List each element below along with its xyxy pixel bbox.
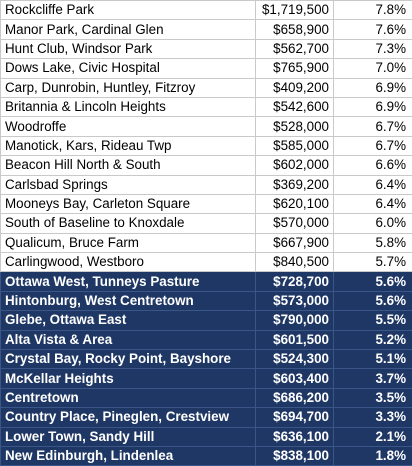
price-cell[interactable]: $524,300 [256, 350, 334, 369]
percent-cell[interactable]: 5.1% [334, 350, 412, 369]
neighbourhood-cell[interactable]: Country Place, Pineglen, Crestview [1, 408, 256, 427]
highlighted-table-row: Hintonburg, West Centretown $573,000 5.6… [1, 291, 412, 310]
highlighted-table-row: Ottawa West, Tunneys Pasture $728,700 5.… [1, 272, 412, 291]
price-cell[interactable]: $686,200 [256, 388, 334, 407]
percent-cell[interactable]: 7.8% [334, 1, 412, 20]
highlighted-table-row: Alta Vista & Area $601,500 5.2% [1, 330, 412, 349]
highlighted-table-row: Crystal Bay, Rocky Point, Bayshore $524,… [1, 350, 412, 369]
percent-cell[interactable]: 5.6% [334, 291, 412, 310]
percent-cell[interactable]: 5.8% [334, 233, 412, 252]
price-cell[interactable]: $658,900 [256, 20, 334, 39]
neighbourhood-cell[interactable]: Beacon Hill North & South [1, 156, 256, 175]
neighbourhood-cell[interactable]: Lower Town, Sandy Hill [1, 427, 256, 446]
percent-cell[interactable]: 6.0% [334, 214, 412, 233]
neighbourhood-cell[interactable]: Carlsbad Springs [1, 175, 256, 194]
neighbourhood-cell[interactable]: Qualicum, Bruce Farm [1, 233, 256, 252]
price-cell[interactable]: $585,000 [256, 136, 334, 155]
neighbourhood-cell[interactable]: Manotick, Kars, Rideau Twp [1, 136, 256, 155]
price-cell[interactable]: $728,700 [256, 272, 334, 291]
percent-cell[interactable]: 6.7% [334, 136, 412, 155]
table-row: Carlingwood, Westboro $840,500 5.7% [1, 253, 412, 272]
neighbourhood-cell[interactable]: Crystal Bay, Rocky Point, Bayshore [1, 350, 256, 369]
highlighted-table-row: Centretown $686,200 3.5% [1, 388, 412, 407]
percent-cell[interactable]: 7.6% [334, 20, 412, 39]
price-cell[interactable]: $542,600 [256, 97, 334, 116]
table-row: Woodroffe $528,000 6.7% [1, 117, 412, 136]
highlighted-table-row: Glebe, Ottawa East $790,000 5.5% [1, 311, 412, 330]
neighbourhood-cell[interactable]: Ottawa West, Tunneys Pasture [1, 272, 256, 291]
percent-cell[interactable]: 2.1% [334, 427, 412, 446]
percent-cell[interactable]: 6.4% [334, 194, 412, 213]
price-cell[interactable]: $840,500 [256, 253, 334, 272]
neighbourhood-cell[interactable]: McKellar Heights [1, 369, 256, 388]
percent-cell[interactable]: 5.2% [334, 330, 412, 349]
table-row: Rockcliffe Park $1,719,500 7.8% [1, 1, 412, 20]
neighbourhood-cell[interactable]: Hunt Club, Windsor Park [1, 39, 256, 58]
neighbourhood-cell[interactable]: Carlingwood, Westboro [1, 253, 256, 272]
price-cell[interactable]: $1,719,500 [256, 1, 334, 20]
percent-cell[interactable]: 3.5% [334, 388, 412, 407]
percent-cell[interactable]: 5.6% [334, 272, 412, 291]
table-row: Qualicum, Bruce Farm $667,900 5.8% [1, 233, 412, 252]
percent-cell[interactable]: 3.3% [334, 408, 412, 427]
price-cell[interactable]: $570,000 [256, 214, 334, 233]
percent-cell[interactable]: 6.6% [334, 156, 412, 175]
price-cell[interactable]: $528,000 [256, 117, 334, 136]
neighbourhood-cell[interactable]: Alta Vista & Area [1, 330, 256, 349]
neighbourhood-cell[interactable]: Carp, Dunrobin, Huntley, Fitzroy [1, 78, 256, 97]
table-row: Carp, Dunrobin, Huntley, Fitzroy $409,20… [1, 78, 412, 97]
neighbourhood-cell[interactable]: Centretown [1, 388, 256, 407]
price-cell[interactable]: $562,700 [256, 39, 334, 58]
table-row: Manor Park, Cardinal Glen $658,900 7.6% [1, 20, 412, 39]
highlighted-table-row: Country Place, Pineglen, Crestview $694,… [1, 408, 412, 427]
price-cell[interactable]: $603,400 [256, 369, 334, 388]
price-cell[interactable]: $667,900 [256, 233, 334, 252]
table-row: Britannia & Lincoln Heights $542,600 6.9… [1, 97, 412, 116]
table-row: Dows Lake, Civic Hospital $765,900 7.0% [1, 59, 412, 78]
highlighted-table-row: Lower Town, Sandy Hill $636,100 2.1% [1, 427, 412, 446]
neighbourhood-cell[interactable]: Dows Lake, Civic Hospital [1, 59, 256, 78]
neighbourhood-cell[interactable]: Hintonburg, West Centretown [1, 291, 256, 310]
percent-cell[interactable]: 6.9% [334, 78, 412, 97]
price-cell[interactable]: $790,000 [256, 311, 334, 330]
price-cell[interactable]: $409,200 [256, 78, 334, 97]
percent-cell[interactable]: 5.5% [334, 311, 412, 330]
table-row: Hunt Club, Windsor Park $562,700 7.3% [1, 39, 412, 58]
price-cell[interactable]: $765,900 [256, 59, 334, 78]
neighbourhood-cell[interactable]: Manor Park, Cardinal Glen [1, 20, 256, 39]
table-row: South of Baseline to Knoxdale $570,000 6… [1, 214, 412, 233]
percent-cell[interactable]: 7.0% [334, 59, 412, 78]
percent-cell[interactable]: 6.9% [334, 97, 412, 116]
table-row: Carlsbad Springs $369,200 6.4% [1, 175, 412, 194]
percent-cell[interactable]: 5.7% [334, 253, 412, 272]
neighbourhood-cell[interactable]: South of Baseline to Knoxdale [1, 214, 256, 233]
neighbourhood-cell[interactable]: Mooneys Bay, Carleton Square [1, 194, 256, 213]
neighbourhood-cell[interactable]: Britannia & Lincoln Heights [1, 97, 256, 116]
neighbourhood-cell[interactable]: Glebe, Ottawa East [1, 311, 256, 330]
price-cell[interactable]: $620,100 [256, 194, 334, 213]
price-cell[interactable]: $636,100 [256, 427, 334, 446]
price-cell[interactable]: $601,500 [256, 330, 334, 349]
price-cell[interactable]: $369,200 [256, 175, 334, 194]
percent-cell[interactable]: 6.4% [334, 175, 412, 194]
neighbourhood-cell[interactable]: Woodroffe [1, 117, 256, 136]
percent-cell[interactable]: 6.7% [334, 117, 412, 136]
price-cell[interactable]: $694,700 [256, 408, 334, 427]
price-cell[interactable]: $573,000 [256, 291, 334, 310]
table-row: Manotick, Kars, Rideau Twp $585,000 6.7% [1, 136, 412, 155]
highlighted-table-row: McKellar Heights $603,400 3.7% [1, 369, 412, 388]
percent-cell[interactable]: 7.3% [334, 39, 412, 58]
percent-cell[interactable]: 3.7% [334, 369, 412, 388]
price-cell[interactable]: $602,000 [256, 156, 334, 175]
table-row: Beacon Hill North & South $602,000 6.6% [1, 156, 412, 175]
table-row: Mooneys Bay, Carleton Square $620,100 6.… [1, 194, 412, 213]
neighbourhood-cell[interactable]: Rockcliffe Park [1, 1, 256, 20]
